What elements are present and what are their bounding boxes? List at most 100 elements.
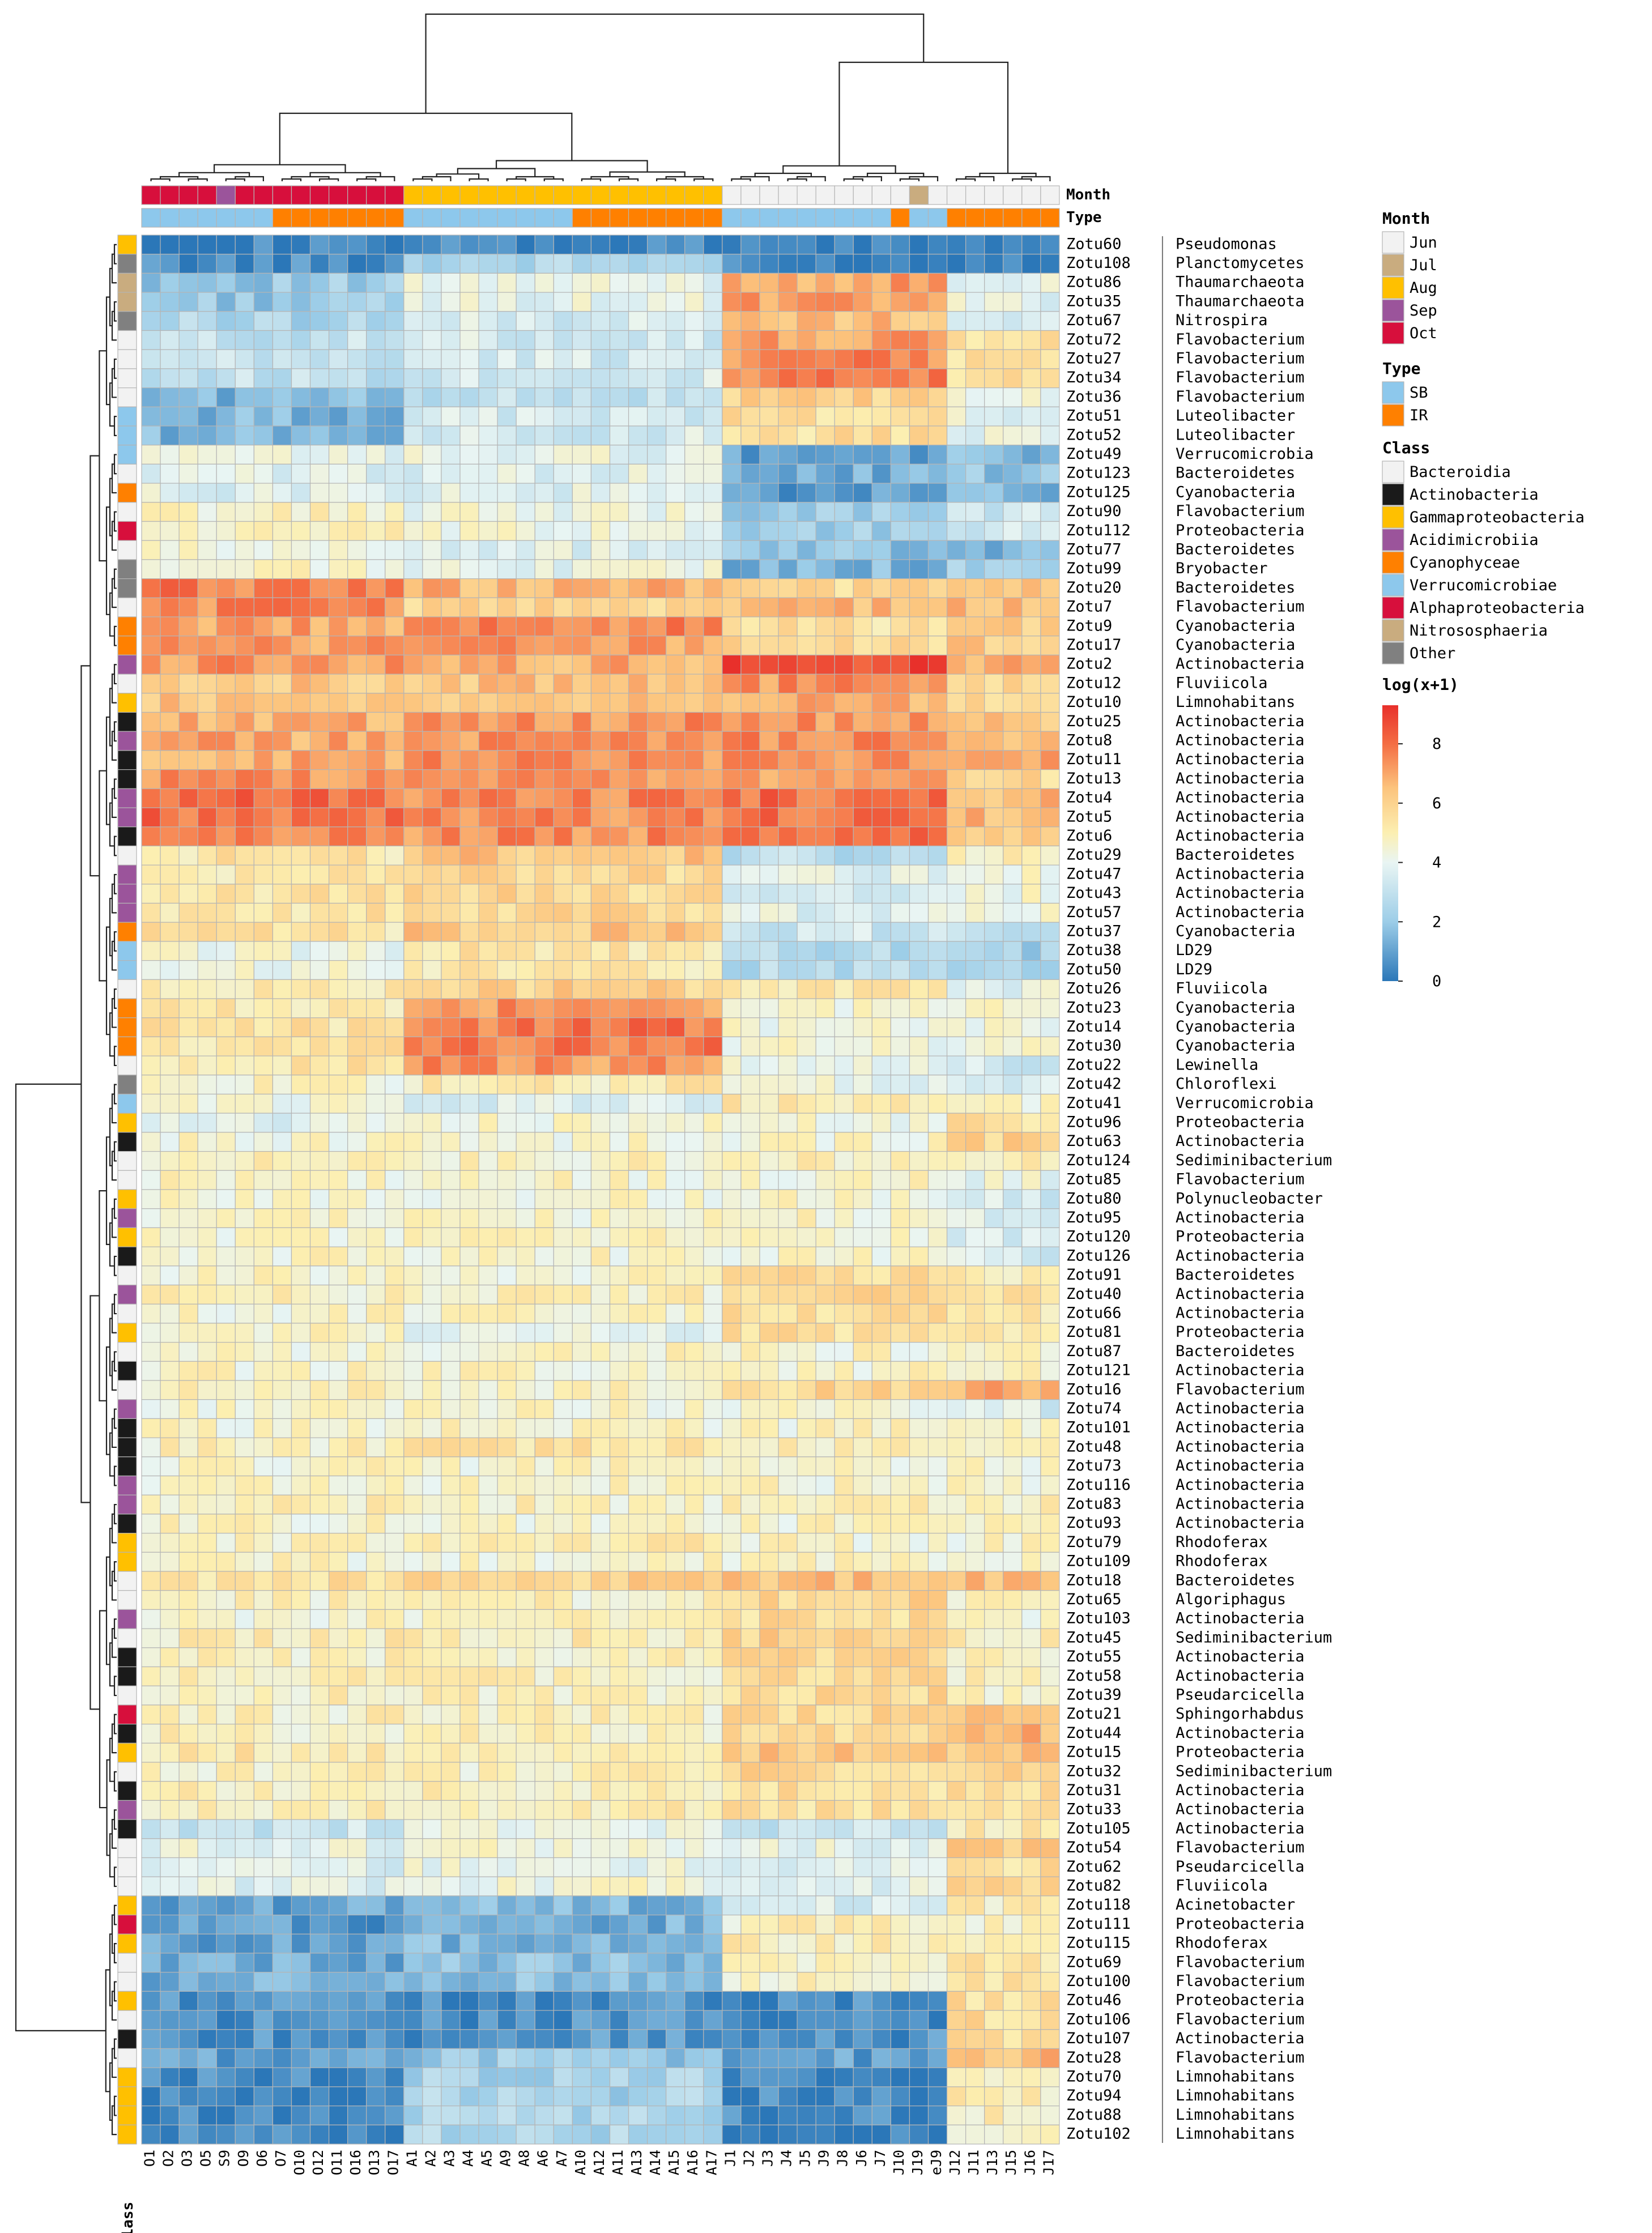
heatmap-cell bbox=[666, 693, 686, 713]
heatmap-cell bbox=[778, 1628, 798, 1648]
heatmap-cell bbox=[815, 769, 835, 789]
heatmap-cell bbox=[1040, 1323, 1060, 1343]
heatmap-cell bbox=[459, 1628, 479, 1648]
heatmap-cell bbox=[309, 521, 330, 541]
heatmap-cell bbox=[1021, 1303, 1041, 1324]
heatmap-cell bbox=[572, 1036, 592, 1056]
heatmap-cell bbox=[946, 1361, 966, 1381]
heatmap-cell bbox=[253, 1666, 274, 1686]
heatmap-cell bbox=[178, 521, 198, 541]
heatmap-cell bbox=[703, 1055, 723, 1076]
heatmap-cell bbox=[890, 2067, 910, 2087]
heatmap-cell bbox=[366, 1246, 386, 1267]
heatmap-cell bbox=[927, 2029, 948, 2049]
heatmap-cell bbox=[927, 406, 948, 427]
heatmap-cell bbox=[403, 711, 423, 732]
heatmap-cell bbox=[797, 1972, 816, 1992]
heatmap-cell bbox=[141, 1704, 161, 1725]
heatmap-cell bbox=[984, 1113, 1004, 1133]
heatmap-cell bbox=[834, 674, 854, 694]
heatmap-cell bbox=[890, 1189, 910, 1209]
heatmap-cell bbox=[927, 1380, 948, 1400]
heatmap-cell bbox=[478, 1055, 498, 1076]
heatmap-cell bbox=[478, 578, 498, 598]
heatmap-cell bbox=[422, 2067, 442, 2087]
heatmap-cell bbox=[703, 1017, 723, 1037]
heatmap-cell bbox=[553, 1895, 573, 1916]
heatmap-cell bbox=[609, 1742, 629, 1763]
heatmap-cell bbox=[1021, 311, 1041, 331]
heatmap-cell bbox=[516, 1418, 535, 1438]
heatmap-cell bbox=[459, 387, 479, 407]
heatmap-cell bbox=[797, 1189, 816, 1209]
heatmap-cell bbox=[553, 1323, 573, 1343]
heatmap-cell bbox=[1021, 1762, 1041, 1782]
heatmap-cell bbox=[797, 406, 816, 427]
heatmap-cell bbox=[927, 1991, 948, 2011]
heatmap-cell bbox=[216, 559, 236, 579]
heatmap-cell bbox=[853, 272, 872, 293]
heatmap-cell bbox=[366, 1972, 386, 1992]
heatmap-cell bbox=[797, 1208, 816, 1228]
heatmap-cell bbox=[815, 1895, 835, 1916]
heatmap-cell bbox=[740, 1418, 760, 1438]
heatmap-cell bbox=[1003, 1895, 1023, 1916]
heatmap-cell bbox=[647, 788, 667, 808]
heatmap-cell bbox=[572, 1628, 592, 1648]
heatmap-cell bbox=[516, 693, 535, 713]
heatmap-cell bbox=[366, 1418, 386, 1438]
heatmap-cell bbox=[497, 292, 517, 312]
heatmap-cell bbox=[1040, 1055, 1060, 1076]
heatmap-cell bbox=[385, 406, 405, 427]
heatmap-cell bbox=[759, 807, 779, 828]
heatmap-cell bbox=[422, 864, 442, 885]
heatmap-cell bbox=[778, 616, 798, 637]
heatmap-cell bbox=[309, 1876, 330, 1897]
heatmap-cell bbox=[965, 902, 985, 923]
heatmap-cell bbox=[160, 1876, 180, 1897]
heatmap-cell bbox=[853, 1609, 872, 1629]
month-annotation-cell bbox=[553, 185, 573, 205]
heatmap-cell bbox=[1040, 368, 1060, 389]
heatmap-cell bbox=[703, 2010, 723, 2030]
heatmap-cell bbox=[1040, 2067, 1060, 2087]
heatmap-cell bbox=[890, 2048, 910, 2068]
heatmap-cell bbox=[722, 1704, 742, 1725]
heatmap-cell bbox=[797, 1762, 816, 1782]
heatmap-cell bbox=[403, 1323, 423, 1343]
heatmap-cell bbox=[272, 1113, 292, 1133]
heatmap-cell bbox=[778, 2067, 798, 2087]
heatmap-cell bbox=[497, 884, 517, 904]
heatmap-cell bbox=[497, 1132, 517, 1152]
heatmap-cell bbox=[1040, 1533, 1060, 1553]
heatmap-cell bbox=[965, 1819, 985, 1839]
heatmap-cell bbox=[722, 1857, 742, 1877]
heatmap-cell bbox=[909, 1724, 929, 1744]
heatmap-cell bbox=[291, 711, 311, 732]
heatmap-cell bbox=[516, 1036, 535, 1056]
type-annotation-cell bbox=[197, 208, 217, 228]
heatmap-cell bbox=[478, 1208, 498, 1228]
heatmap-cell bbox=[178, 1742, 198, 1763]
heatmap-cell bbox=[1021, 864, 1041, 885]
heatmap-cell bbox=[927, 1456, 948, 1477]
heatmap-cell bbox=[946, 1571, 966, 1591]
heatmap-cell bbox=[309, 1246, 330, 1267]
heatmap-cell bbox=[197, 1017, 217, 1037]
heatmap-cell bbox=[628, 1514, 648, 1534]
heatmap-cell bbox=[141, 1132, 161, 1152]
heatmap-cell bbox=[272, 1342, 292, 1362]
heatmap-cell bbox=[797, 425, 816, 446]
heatmap-cell bbox=[497, 330, 517, 350]
heatmap-cell bbox=[871, 731, 891, 751]
heatmap-cell bbox=[403, 750, 423, 770]
heatmap-cell bbox=[1021, 1609, 1041, 1629]
heatmap-cell bbox=[703, 1514, 723, 1534]
heatmap-cell bbox=[609, 559, 629, 579]
heatmap-cell bbox=[834, 2106, 854, 2125]
heatmap-cell bbox=[1003, 1093, 1023, 1114]
heatmap-cell bbox=[834, 1303, 854, 1324]
heatmap-cell bbox=[516, 597, 535, 617]
heatmap-cell bbox=[178, 1456, 198, 1477]
heatmap-cell bbox=[497, 979, 517, 999]
